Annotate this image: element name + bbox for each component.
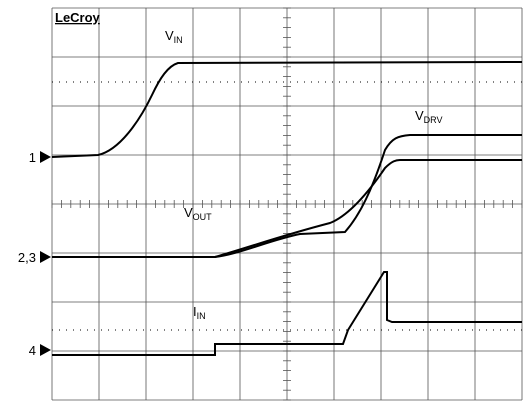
vout-trace — [52, 159, 522, 258]
iin-trace — [52, 271, 522, 356]
label-vin: VIN — [165, 28, 183, 45]
brand: LeCroy — [55, 10, 101, 25]
vdrv-trace — [52, 134, 522, 258]
label-vout: VOUT — [184, 205, 212, 222]
label-iin: IIN — [193, 304, 206, 321]
channel-marker — [40, 151, 51, 163]
graticule — [51, 7, 523, 401]
channel-marker — [40, 344, 51, 356]
channel-label: 2,3 — [18, 250, 36, 265]
channel-label: 1 — [29, 150, 36, 165]
channel-marker — [40, 251, 51, 263]
vin-trace — [51, 61, 523, 158]
label-vdrv: VDRV — [415, 108, 443, 125]
channel-label: 4 — [29, 343, 36, 358]
